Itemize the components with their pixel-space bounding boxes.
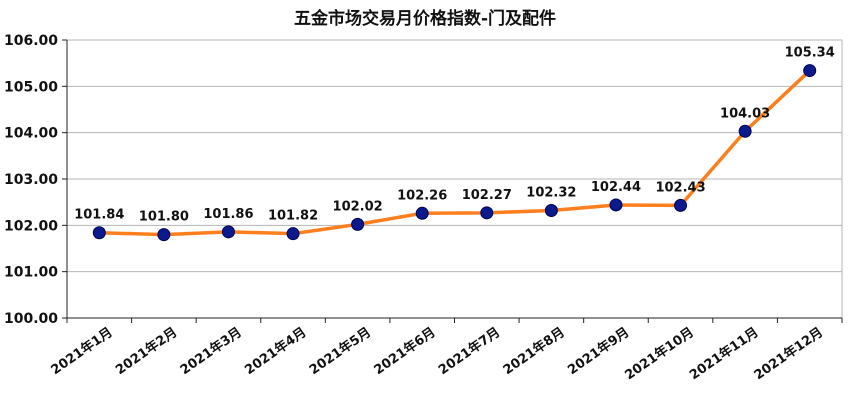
x-tick-label: 2021年7月: [436, 324, 504, 378]
data-label: 104.03: [720, 106, 770, 121]
data-label: 102.27: [462, 188, 512, 203]
data-point: [803, 64, 817, 78]
chart-title: 五金市场交易月价格指数-门及配件: [293, 9, 557, 29]
data-label: 102.32: [526, 186, 576, 201]
data-point: [415, 206, 429, 220]
x-tick-label: 2021年8月: [500, 324, 568, 378]
data-point: [738, 124, 752, 138]
data-point: [609, 198, 623, 212]
data-point: [674, 198, 688, 212]
data-point: [157, 228, 171, 242]
data-point: [221, 225, 235, 239]
data-label: 101.82: [268, 209, 318, 224]
x-tick-label: 2021年5月: [306, 324, 374, 378]
data-label: 102.02: [333, 199, 383, 214]
data-label: 102.26: [397, 188, 447, 203]
x-tick-label: 2021年6月: [371, 324, 439, 378]
y-tick-label: 104.00: [4, 126, 58, 142]
x-tick-label: 2021年2月: [113, 324, 181, 378]
x-tick-label: 2021年10月: [622, 324, 697, 383]
x-tick-label: 2021年3月: [177, 324, 245, 378]
data-label: 102.44: [591, 180, 641, 195]
y-tick-label: 106.00: [4, 33, 58, 49]
series-line-layer: [92, 64, 817, 242]
x-tick-label: 2021年4月: [242, 324, 310, 378]
x-tick-label: 2021年9月: [565, 324, 633, 378]
data-label: 105.34: [785, 46, 835, 61]
gridlines: [67, 39, 843, 318]
series-line: [99, 69, 811, 237]
data-label: 102.43: [655, 180, 705, 195]
data-labels: 101.84 101.80 101.86 101.82 102.02 102.26 102.…: [74, 46, 835, 225]
x-tick-label: 2021年1月: [48, 324, 116, 378]
data-point: [544, 204, 558, 218]
data-label: 101.80: [139, 210, 189, 225]
data-point: [92, 226, 106, 240]
data-label: 101.84: [74, 208, 124, 223]
y-tick-label: 100.00: [4, 311, 58, 327]
y-tick-label: 102.00: [4, 218, 58, 234]
y-tick-label: 103.00: [4, 172, 58, 188]
x-tick-label: 2021年12月: [751, 324, 826, 383]
x-tick-label: 2021年11月: [686, 324, 761, 383]
data-point: [480, 206, 494, 220]
data-point: [351, 217, 365, 231]
data-label: 101.86: [203, 207, 253, 222]
y-tick-label: 105.00: [4, 79, 58, 95]
y-tick-label: 101.00: [4, 265, 58, 281]
data-point: [286, 227, 300, 241]
